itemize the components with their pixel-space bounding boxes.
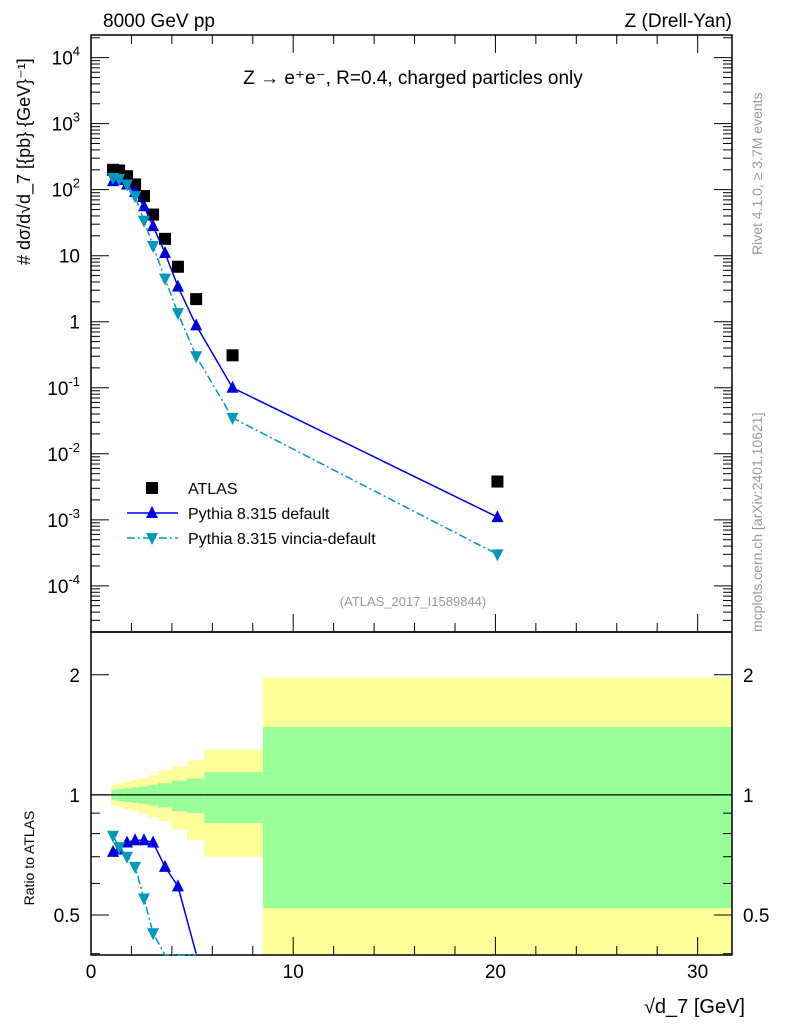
data-point-1 <box>147 219 160 232</box>
y-tick-label: 1 <box>69 313 80 334</box>
header-left: 8000 GeV pp <box>103 11 215 32</box>
xlabel: √d_7 [GeV] <box>644 996 745 1018</box>
stat-uncertainty-band <box>171 780 188 812</box>
legend-label: Pythia 8.315 vincia-default <box>188 531 376 548</box>
stat-uncertainty-band <box>187 778 205 814</box>
ratio-y-tick-label-right: 0.5 <box>743 906 769 927</box>
y-tick-label: 10-1 <box>47 374 80 400</box>
x-tick-label: 0 <box>86 962 97 983</box>
data-point-2 <box>159 273 172 286</box>
data-point-2 <box>137 215 150 228</box>
data-point-1 <box>190 318 203 331</box>
legend-marker <box>146 533 158 545</box>
data-point-0 <box>190 293 203 306</box>
y-tick-label: 103 <box>52 110 80 136</box>
plot-title: Z → e⁺e⁻, R=0.4, charged particles only <box>243 68 583 89</box>
data-point-0 <box>226 349 239 362</box>
data-point-1 <box>491 510 504 523</box>
legend-label: ATLAS <box>188 481 238 498</box>
y-tick-label: 10 <box>59 247 80 268</box>
legend-marker <box>146 482 158 494</box>
stat-uncertainty-band <box>204 772 263 824</box>
rivet-label: Rivet 4.1.0, ≥ 3.7M events <box>749 92 765 255</box>
analysis-label: (ATLAS_2017_I1589844) <box>340 594 486 609</box>
x-tick-label: 30 <box>687 962 708 983</box>
legend-marker <box>146 506 158 518</box>
data-point-2 <box>171 308 184 321</box>
ratio-y-tick-label-right: 1 <box>743 786 754 807</box>
x-tick-label: 20 <box>485 962 506 983</box>
data-point-1 <box>159 245 172 258</box>
data-point-0 <box>137 190 150 203</box>
y-tick-label: 10-4 <box>47 572 80 598</box>
data-point-0 <box>147 208 160 221</box>
ratio-ylabel: Ratio to ATLAS <box>21 811 37 906</box>
legend: ATLAS Pythia 8.315 default Pythia 8.315 vi… <box>127 481 376 548</box>
ratio-point-1 <box>113 842 126 855</box>
ratio-frame <box>90 631 733 956</box>
ratio-point-0 <box>147 835 160 848</box>
ratio-point-1 <box>147 928 160 941</box>
data-point-2 <box>491 549 504 562</box>
x-tick-label: 10 <box>283 962 304 983</box>
ratio-point-0 <box>137 833 150 846</box>
data-point-1 <box>171 279 184 292</box>
main-marks <box>107 163 504 562</box>
legend-label: Pythia 8.315 default <box>188 506 330 523</box>
data-point-2 <box>113 174 126 187</box>
ratio-point-1 <box>129 861 142 874</box>
ratio-point-0 <box>129 833 142 846</box>
data-point-0 <box>159 232 172 245</box>
data-point-2 <box>120 179 133 192</box>
ratio-bands <box>111 677 732 955</box>
series-line-1 <box>112 179 498 518</box>
mcplots-label: mcplots.cern.ch [arXiv:2401.10621] <box>749 413 765 632</box>
data-point-1 <box>137 199 150 212</box>
data-point-2 <box>147 241 160 254</box>
y-tick-label: 102 <box>52 176 80 202</box>
y-tick-label: 104 <box>52 44 80 70</box>
data-point-2 <box>226 412 239 425</box>
y-tick-label: 10-3 <box>47 506 80 532</box>
ratio-y-tick-label-right: 2 <box>743 666 754 687</box>
ratio-point-1 <box>137 893 150 906</box>
data-point-0 <box>171 260 184 273</box>
ratio-point-1 <box>120 851 133 864</box>
ratio-point-1 <box>107 830 120 843</box>
data-point-0 <box>491 475 504 488</box>
stat-uncertainty-band <box>262 726 732 909</box>
data-point-1 <box>226 380 239 393</box>
ratio-y-tick-label: 2 <box>69 666 80 687</box>
ratio-marks <box>107 830 197 956</box>
header-right: Z (Drell-Yan) <box>625 11 732 32</box>
ratio-point-0 <box>171 879 184 892</box>
y-tick-label: 10-2 <box>47 440 80 466</box>
ratio-y-tick-label: 0.5 <box>54 906 80 927</box>
ratio-axes: 0.5 0.51 12 20 10 20 30 <box>54 631 769 983</box>
ratio-y-tick-label: 1 <box>69 786 80 807</box>
data-point-2 <box>129 191 142 204</box>
data-point-0 <box>129 178 142 191</box>
main-ylabel: # dσ/d√d_7 [{pb} {GeV}⁻¹] <box>14 58 35 265</box>
ratio-point-0 <box>159 859 172 872</box>
data-point-2 <box>190 351 203 364</box>
